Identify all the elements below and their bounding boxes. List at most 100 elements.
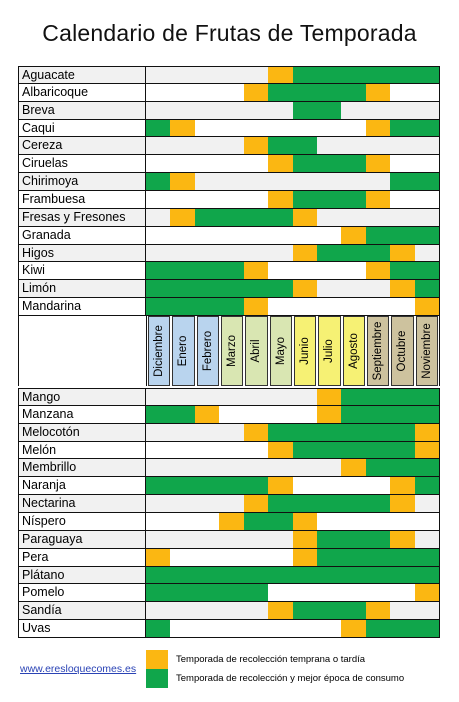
season-cell xyxy=(243,155,269,173)
fruit-month-cells xyxy=(146,584,440,602)
season-cell xyxy=(219,620,244,638)
season-cell xyxy=(316,173,342,191)
fruit-name: Nectarina xyxy=(18,495,146,513)
season-cell xyxy=(292,83,317,101)
season-cell xyxy=(390,155,415,173)
season-cell xyxy=(219,405,244,423)
website-link[interactable]: www.eresloquecomes.es xyxy=(20,663,137,675)
season-cell xyxy=(316,262,342,280)
fruit-row: Plátano xyxy=(18,566,440,585)
season-cell xyxy=(268,477,293,495)
season-cell xyxy=(170,101,195,119)
season-cell xyxy=(146,208,171,226)
fruit-row: Pera xyxy=(18,548,440,567)
fruit-month-cells xyxy=(146,548,440,566)
season-cell xyxy=(316,389,342,405)
month-label: Octubre xyxy=(396,330,409,372)
season-cell xyxy=(292,584,317,602)
season-cell xyxy=(146,280,171,298)
fruit-month-cells xyxy=(146,566,440,584)
month-label: Agosto xyxy=(347,333,360,369)
season-cell xyxy=(414,137,440,155)
season-cell xyxy=(170,477,195,495)
season-cell xyxy=(365,208,391,226)
fruit-month-cells xyxy=(146,459,440,477)
season-cell xyxy=(292,513,317,530)
season-cell xyxy=(243,405,269,423)
fruit-name: Breva xyxy=(18,101,146,119)
season-cell xyxy=(170,137,195,155)
month-label-box: Enero xyxy=(172,316,195,386)
season-cell xyxy=(414,477,440,495)
fruit-month-cells xyxy=(146,298,440,316)
fruit-name: Aguacate xyxy=(18,67,146,83)
season-cell xyxy=(194,155,220,173)
legend-swatch-orange xyxy=(146,650,168,669)
fruit-month-cells xyxy=(146,513,440,530)
month-label: Enero xyxy=(177,335,190,367)
fruit-month-cells xyxy=(146,441,440,459)
season-cell xyxy=(268,602,293,620)
season-cell xyxy=(316,119,342,137)
fruit-row: Caqui xyxy=(18,119,440,138)
fruit-name: Sandía xyxy=(18,602,146,620)
season-cell xyxy=(219,298,244,316)
season-cell xyxy=(341,405,366,423)
season-cell xyxy=(243,262,269,280)
season-cell xyxy=(170,280,195,298)
season-cell xyxy=(316,405,342,423)
season-cell xyxy=(243,173,269,191)
season-cell xyxy=(390,513,415,530)
season-cell xyxy=(341,191,366,208)
season-cell xyxy=(219,226,244,244)
season-cell xyxy=(316,298,342,316)
season-cell xyxy=(414,262,440,280)
season-cell xyxy=(414,226,440,244)
fruit-month-cells xyxy=(146,262,440,280)
season-cell xyxy=(316,244,342,262)
season-cell xyxy=(146,226,171,244)
season-cell xyxy=(219,101,244,119)
season-cell xyxy=(292,101,317,119)
season-cell xyxy=(243,298,269,316)
season-cell xyxy=(341,602,366,620)
season-cell xyxy=(292,620,317,638)
season-cell xyxy=(341,137,366,155)
season-cell xyxy=(365,83,391,101)
season-cell xyxy=(194,459,220,477)
season-cell xyxy=(170,83,195,101)
season-cell xyxy=(146,137,171,155)
season-cell xyxy=(414,67,440,83)
season-cell xyxy=(170,155,195,173)
season-cell xyxy=(316,441,342,459)
season-cell xyxy=(268,298,293,316)
season-cell xyxy=(365,119,391,137)
season-cell xyxy=(414,405,440,423)
season-cell xyxy=(341,459,366,477)
season-cell xyxy=(170,530,195,548)
fruit-name: Pomelo xyxy=(18,584,146,602)
season-cell xyxy=(146,459,171,477)
season-cell xyxy=(390,244,415,262)
fruit-month-cells xyxy=(146,620,440,638)
season-cell xyxy=(390,620,415,638)
season-cell xyxy=(341,441,366,459)
fruit-month-cells xyxy=(146,137,440,155)
season-cell xyxy=(414,208,440,226)
season-cell xyxy=(390,119,415,137)
legend-label-early-late: Temporada de recolección temprana o tard… xyxy=(176,654,366,665)
season-cell xyxy=(219,584,244,602)
season-cell xyxy=(365,566,391,584)
season-cell xyxy=(292,566,317,584)
season-cell xyxy=(194,280,220,298)
season-cell xyxy=(292,191,317,208)
fruit-month-cells xyxy=(146,423,440,441)
season-cell xyxy=(243,530,269,548)
fruit-row: Níspero xyxy=(18,513,440,531)
season-cell xyxy=(414,602,440,620)
season-cell xyxy=(414,530,440,548)
season-cell xyxy=(316,208,342,226)
month-label: Septiembre xyxy=(372,321,385,381)
season-cell xyxy=(365,191,391,208)
season-cell xyxy=(390,530,415,548)
